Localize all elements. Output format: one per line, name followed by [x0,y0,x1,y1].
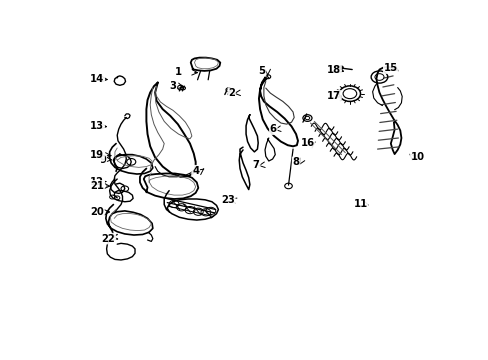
Text: 1: 1 [175,67,182,77]
Text: 22: 22 [102,234,115,244]
Text: 20: 20 [90,207,104,217]
Text: 5: 5 [258,66,265,76]
Text: 11: 11 [353,199,367,209]
Circle shape [338,66,343,69]
Text: 10: 10 [409,152,424,162]
Text: 15: 15 [383,63,397,73]
Text: 14: 14 [90,74,104,84]
Text: 3: 3 [169,81,176,91]
Text: 7: 7 [252,160,259,170]
Text: 23: 23 [221,195,234,205]
Text: 21: 21 [90,181,104,191]
Text: 16: 16 [300,138,314,148]
Text: 19: 19 [90,150,104,161]
Text: 12: 12 [90,177,104,187]
Text: 8: 8 [292,157,299,167]
Text: 13: 13 [90,121,104,131]
Text: 4: 4 [192,166,199,176]
Text: 2: 2 [228,88,235,98]
Text: 9: 9 [99,155,106,165]
Text: 17: 17 [326,91,340,101]
Text: 6: 6 [269,124,276,134]
Text: 18: 18 [326,64,340,75]
